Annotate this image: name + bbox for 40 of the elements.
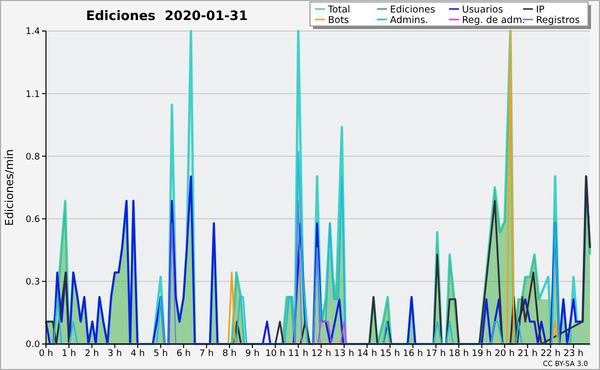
x-tick-label: 3 h xyxy=(108,349,122,359)
x-tick-label: 9 h xyxy=(245,349,260,359)
legend-label: Total xyxy=(327,4,350,16)
legend-label: Admins. xyxy=(390,14,428,26)
x-tick-label: 20 h xyxy=(494,349,515,359)
y-tick-label: 0.3 xyxy=(26,278,40,288)
x-tick-label: 0 h xyxy=(38,349,54,359)
legend-label: IP xyxy=(536,4,545,16)
x-tick-label: 8 h xyxy=(222,349,237,359)
x-tick-label: 6 h xyxy=(176,349,191,359)
x-tick-label: 12 h xyxy=(311,349,332,359)
x-tick-label: 2 h xyxy=(84,349,100,359)
legend-label: Ediciones xyxy=(390,4,436,16)
x-tick-label: 17 h xyxy=(426,349,446,359)
x-tick-label: 19 h xyxy=(472,349,492,359)
legend-label: Usuarios xyxy=(462,4,504,16)
x-tick-label: 4 h xyxy=(130,349,145,359)
chart-title: Ediciones 2020-01-31 xyxy=(86,9,248,24)
x-tick-label: 1 h xyxy=(62,349,76,359)
y-tick-label: 0.6 xyxy=(26,214,40,225)
y-tick-label: 0.0 xyxy=(26,340,40,350)
x-tick-label: 13 h xyxy=(334,349,354,359)
x-tick-label: 15 h xyxy=(380,349,400,359)
y-tick-label: 1.1 xyxy=(26,90,40,100)
x-tick-label: 21 h xyxy=(518,349,538,359)
legend-label: Bots xyxy=(328,14,350,26)
y-axis-title: Ediciones/min xyxy=(3,149,16,226)
legend-label: Reg. de adm. xyxy=(462,14,526,26)
x-tick-label: 11 h xyxy=(288,349,308,359)
x-tick-label: 18 h xyxy=(448,349,469,359)
legend-label: Registros xyxy=(536,14,580,26)
x-tick-label: 16 h xyxy=(402,349,423,359)
y-tick-label: 0.8 xyxy=(26,152,40,162)
x-tick-label: 10 h xyxy=(265,349,286,359)
x-tick-label: 23 h xyxy=(563,349,584,359)
x-tick-label: 14 h xyxy=(357,349,378,359)
x-tick-label: 22 h xyxy=(540,349,561,359)
y-tick-label: 1.4 xyxy=(26,27,40,38)
x-tick-label: 5 h xyxy=(154,349,168,359)
x-tick-label: 7 h xyxy=(199,349,214,359)
